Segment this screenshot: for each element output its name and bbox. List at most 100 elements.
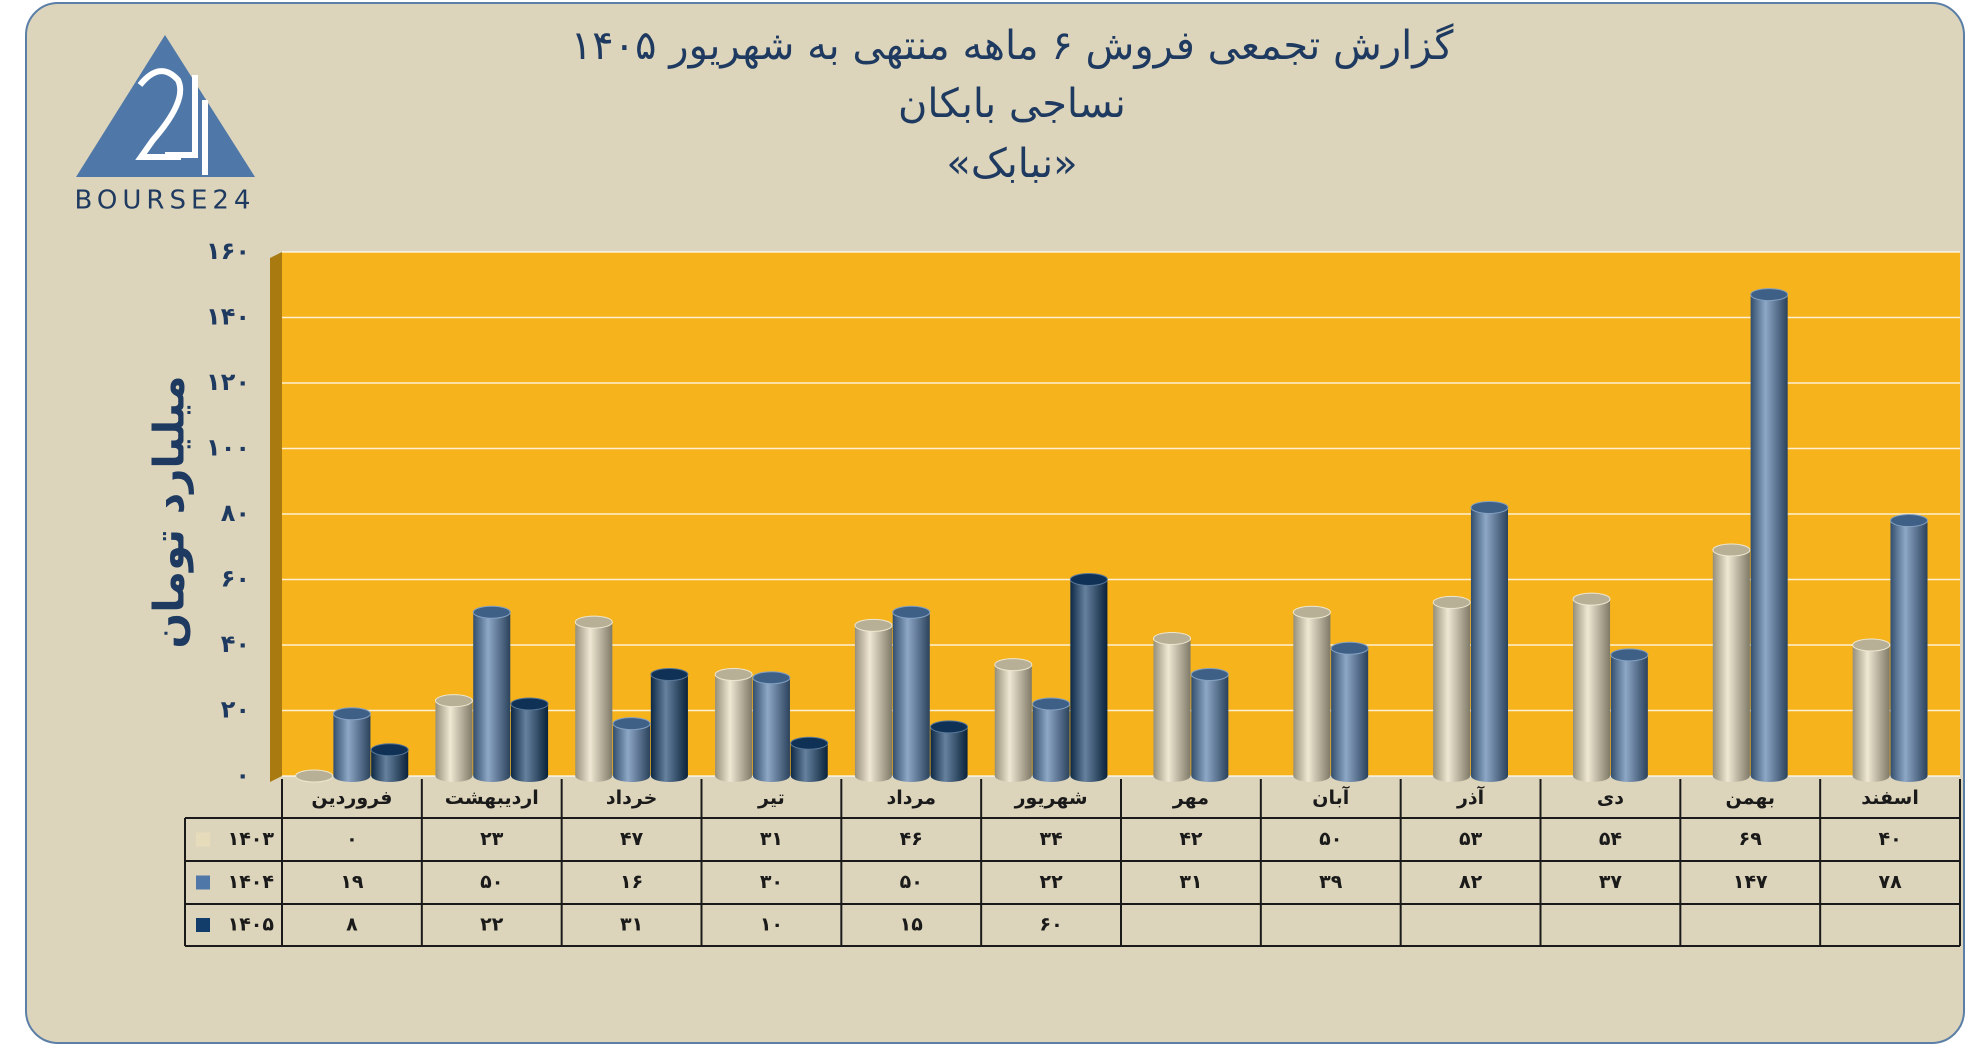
bar bbox=[715, 674, 753, 776]
bar bbox=[1331, 648, 1369, 776]
bar bbox=[575, 622, 613, 776]
table-value: ۵۴ bbox=[1599, 828, 1622, 850]
legend-label: ۱۴۰۳ bbox=[228, 828, 275, 850]
bar bbox=[511, 703, 549, 776]
bar-base bbox=[371, 770, 409, 782]
table-value: ۴۷ bbox=[620, 828, 644, 850]
bar-cap bbox=[1432, 595, 1471, 609]
table-value: ۱۹ bbox=[340, 871, 364, 893]
bar-base bbox=[1890, 770, 1928, 782]
bar-cap bbox=[1470, 500, 1509, 514]
bar-cap bbox=[370, 743, 409, 757]
x-tick-label: آبان bbox=[1312, 785, 1349, 809]
x-tick-label: دی bbox=[1597, 787, 1624, 809]
bar-base bbox=[1293, 770, 1331, 782]
bar bbox=[1852, 645, 1890, 776]
table-value: ۲۲ bbox=[480, 914, 504, 936]
bar bbox=[854, 625, 892, 776]
bar bbox=[1293, 612, 1331, 776]
y-tick-label: ۱۲۰ bbox=[206, 368, 250, 396]
x-tick-label: آذر bbox=[1456, 785, 1485, 809]
table-value: ۵۰ bbox=[1319, 828, 1342, 850]
x-tick-label: مرداد bbox=[886, 787, 936, 809]
bar bbox=[930, 726, 968, 776]
x-tick-label: اردیبهشت bbox=[445, 787, 539, 809]
y-tick-label: ۴۰ bbox=[221, 630, 250, 658]
symbol: «نبابک» bbox=[946, 141, 1077, 187]
bar bbox=[333, 713, 371, 776]
bar-cap bbox=[510, 697, 549, 711]
logo: BOURSE24 bbox=[75, 35, 255, 216]
bar-cap bbox=[434, 694, 473, 708]
table-value: ۱۰ bbox=[760, 914, 783, 936]
table-value: ۰ bbox=[346, 828, 358, 850]
bar-base bbox=[930, 770, 968, 782]
bar-cap bbox=[930, 720, 969, 734]
bar bbox=[650, 674, 688, 776]
bar-base bbox=[1572, 770, 1611, 782]
table-value: ۸ bbox=[346, 914, 358, 936]
y-tick-label: ۱۶۰ bbox=[206, 237, 250, 265]
bar bbox=[1610, 654, 1648, 776]
x-tick-label: تیر bbox=[757, 787, 785, 809]
bar-base bbox=[650, 770, 688, 782]
bar-cap bbox=[714, 667, 753, 681]
table-value: ۳۰ bbox=[760, 871, 783, 893]
bar-cap bbox=[1190, 667, 1229, 681]
bar bbox=[892, 612, 930, 776]
bar-base bbox=[1070, 770, 1108, 782]
bar bbox=[994, 664, 1032, 776]
bar bbox=[1470, 507, 1509, 776]
bar bbox=[1191, 674, 1229, 776]
table-value: ۲۳ bbox=[480, 828, 504, 850]
bar-cap bbox=[612, 717, 651, 731]
y-axis-label: میلیارد تومان bbox=[145, 375, 195, 648]
y-tick-label: ۶۰ bbox=[221, 565, 250, 593]
bar-base bbox=[1852, 770, 1890, 782]
y-tick-label: ۱۰۰ bbox=[206, 434, 250, 462]
bar-cap bbox=[295, 769, 334, 783]
bar-cap bbox=[1032, 697, 1071, 711]
legend-swatch bbox=[196, 832, 210, 847]
legend-label: ۱۴۰۴ bbox=[228, 871, 274, 893]
bar-base bbox=[752, 770, 790, 782]
bar-base bbox=[1153, 770, 1191, 782]
x-tick-label: بهمن bbox=[1725, 787, 1775, 809]
table-value: ۷۸ bbox=[1878, 871, 1902, 893]
bar bbox=[1712, 550, 1750, 776]
bar bbox=[1153, 638, 1191, 776]
table-value: ۱۴۷ bbox=[1733, 871, 1768, 893]
table-value: ۲۲ bbox=[1039, 871, 1063, 893]
chart-title: گزارش تجمعی فروش ۶ ماهه منتهی به شهریور … bbox=[571, 23, 1455, 69]
bar bbox=[1032, 703, 1070, 776]
bar-cap bbox=[1292, 605, 1331, 619]
bar-base bbox=[575, 770, 613, 782]
table-value: ۱۵ bbox=[900, 914, 924, 936]
table-value: ۳۱ bbox=[620, 914, 643, 936]
bar bbox=[752, 677, 790, 776]
bar-cap bbox=[752, 671, 791, 685]
bar-base bbox=[994, 770, 1032, 782]
bar-cap bbox=[1750, 288, 1789, 302]
bar bbox=[1433, 602, 1471, 776]
table-value: ۶۰ bbox=[1039, 914, 1062, 936]
y-tick-label: ۱۴۰ bbox=[206, 303, 250, 331]
bar-base bbox=[1433, 770, 1471, 782]
table-value: ۳۴ bbox=[1039, 828, 1062, 850]
bar-cap bbox=[1889, 514, 1929, 528]
bar-base bbox=[1331, 770, 1369, 782]
bar-base bbox=[1470, 770, 1509, 782]
table-value: ۴۲ bbox=[1179, 828, 1203, 850]
bar-cap bbox=[1610, 648, 1649, 662]
x-tick-label: شهریور bbox=[1014, 787, 1088, 809]
y-tick-label: ۰ bbox=[235, 761, 250, 789]
bar-base bbox=[511, 770, 549, 782]
legend-label: ۱۴۰۵ bbox=[228, 914, 275, 936]
table-value: ۵۳ bbox=[1459, 828, 1483, 850]
table-value: ۳۹ bbox=[1319, 871, 1343, 893]
chart-subtitle: نساجی بابکان bbox=[898, 81, 1126, 127]
bar-base bbox=[892, 770, 930, 782]
table-value: ۳۱ bbox=[760, 828, 783, 850]
table-value: ۴۶ bbox=[900, 828, 923, 850]
